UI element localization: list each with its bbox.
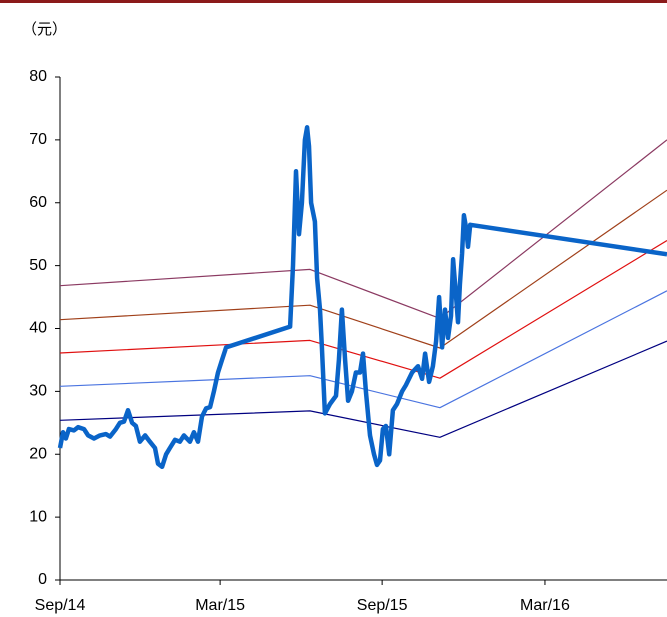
- y-tick-label: 20: [29, 445, 47, 462]
- y-tick-label: 0: [38, 571, 47, 588]
- line: [59, 290, 667, 409]
- y-tick-label: 60: [29, 194, 47, 211]
- line: [59, 189, 667, 349]
- top-rule: [0, 0, 667, 3]
- x-tick-label: Mar/15: [195, 597, 245, 614]
- y-tick-label: 50: [29, 257, 47, 274]
- y-tick-label: 40: [29, 320, 47, 337]
- y-axis-label: （元）: [22, 20, 67, 38]
- x-tick-label: Mar/16: [520, 597, 570, 614]
- y-tick-label: 80: [29, 68, 47, 85]
- line: [57, 125, 667, 470]
- x-tick-label: Sep/15: [357, 597, 408, 614]
- y-tick-label: 70: [29, 131, 47, 148]
- line: [59, 139, 667, 319]
- line: [59, 340, 667, 438]
- y-tick-label: 30: [29, 383, 47, 400]
- y-tick-label: 10: [29, 508, 47, 525]
- x-tick-label: Sep/14: [35, 597, 86, 614]
- line: [59, 239, 667, 379]
